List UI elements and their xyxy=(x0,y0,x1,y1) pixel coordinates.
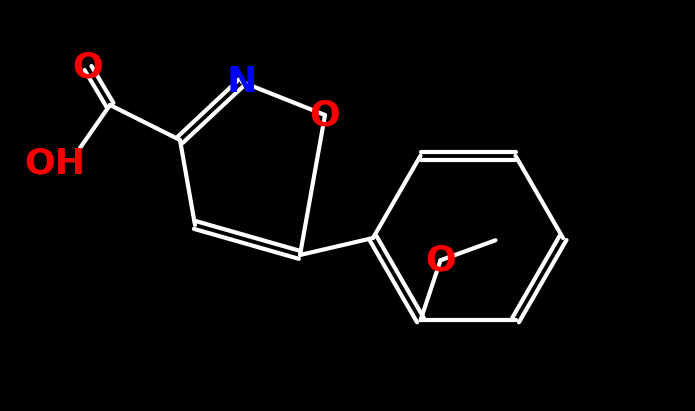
Text: OH: OH xyxy=(24,146,85,180)
Text: O: O xyxy=(425,243,456,277)
Text: O: O xyxy=(72,51,104,85)
Text: N: N xyxy=(227,65,257,99)
Text: O: O xyxy=(310,98,341,132)
